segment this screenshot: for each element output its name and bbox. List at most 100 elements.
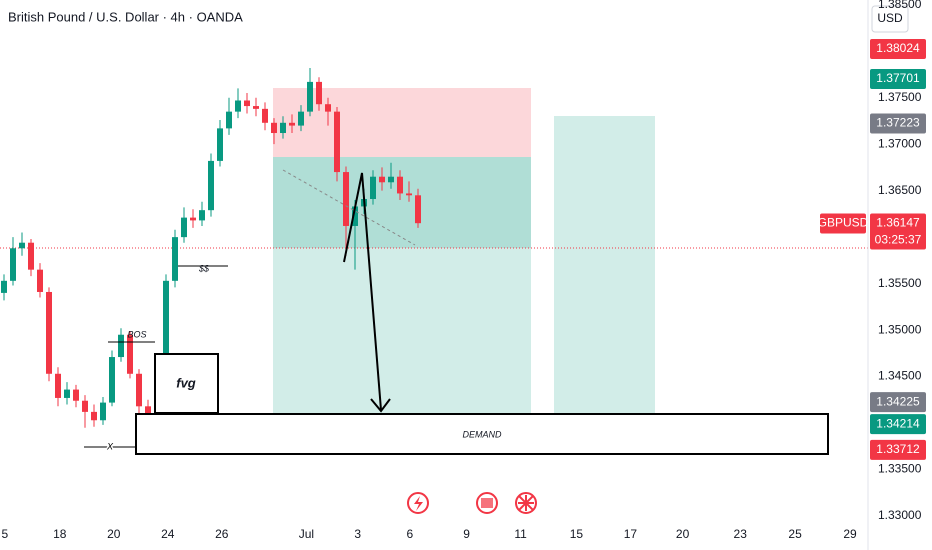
bos-label: BOS [127,329,146,339]
price-badge-label: 1.37701 [876,71,920,85]
candle-body [208,160,214,211]
symbol-badge [820,213,866,234]
target-zone [273,248,531,413]
candle-body [10,248,16,281]
candle-body [100,402,106,421]
candle-body [334,111,340,173]
trend-line [282,169,416,246]
event-icons[interactable] [407,492,537,514]
x-tick-label: 11 [514,527,527,541]
candle-body [163,280,169,374]
countdown-label: 03:25:37 [875,233,922,247]
candle-body [325,104,331,112]
candle-body [307,81,313,112]
price-badge [870,113,926,134]
candle-body [289,122,295,126]
candle-body [28,242,34,270]
projection-arrow [343,172,382,411]
candle-body [64,389,70,398]
y-tick-label: 1.37500 [878,90,922,104]
x-tick-label: 9 [463,527,470,541]
event-glyph [414,496,423,511]
y-tick-label: 1.35000 [878,322,922,336]
candle-body [253,106,259,109]
y-tick-label: 1.33000 [878,508,922,522]
candle-body [370,176,376,200]
currency-label[interactable]: USD [877,11,903,25]
x-tick-label: Jul [299,527,314,541]
x-tick-label: 24 [161,527,175,541]
candle-body [343,172,349,226]
fvg-label: fvg [176,375,196,390]
candle-body [91,411,97,421]
candle-body [1,280,7,293]
candle-body [397,176,403,194]
price-badge [870,439,926,460]
event-glyph [518,495,534,511]
last-price-badge [870,213,926,250]
y-tick-label: 1.38500 [878,0,922,11]
candle-body [46,291,52,374]
y-tick-label: 1.37000 [878,136,922,150]
candle-body [298,111,304,126]
candle-body [352,206,358,226]
profit-zone [273,157,531,248]
candle-body [415,195,421,224]
x-tick-label: 6 [407,527,414,541]
candle-body [73,389,79,401]
y-tick-label: 1.34500 [878,369,922,383]
price-badge-label: 1.38024 [876,41,920,55]
candle-body [226,111,232,129]
candle-body [271,122,277,134]
candle-body [118,334,124,358]
x-tick-label: 25 [788,527,802,541]
price-badge-label: 1.34214 [876,416,920,430]
price-badge [870,38,926,59]
candle-body [136,373,142,407]
arrow-head [370,398,391,413]
symbol-title: British Pound / U.S. Dollar · 4h · OANDA [8,9,243,24]
sweep-label: X [106,441,114,451]
candle-body [262,108,268,123]
price-badge [870,392,926,413]
candle-body [316,81,322,105]
position-box [554,116,655,413]
candle-body [217,128,223,161]
x-tick-label: 26 [215,527,229,541]
candle-body [172,237,178,281]
x-tick-label: 20 [107,527,121,541]
x-tick-label: 3 [354,527,361,541]
x-tick-label: 15 [570,527,584,541]
price-badge-label: 1.33712 [876,442,920,456]
event-glyph [481,498,493,508]
currency-button[interactable] [871,5,909,33]
liquidity-label: $$ [198,263,210,273]
x-tick-label: 23 [734,527,748,541]
candle-body [82,400,88,412]
price-badge [870,414,926,435]
candle-body [199,210,205,221]
candle-body [235,100,241,112]
candle-body [55,373,61,398]
y-tick-label: 1.33500 [878,462,922,476]
price-badge [870,69,926,90]
candle-body [181,217,187,238]
x-tick-label: 18 [53,527,67,541]
last-price-label: 1.36147 [876,216,920,230]
x-tick-label: 5 [2,527,9,541]
candle-body [388,176,394,183]
x-tick-label: 29 [843,527,857,541]
candle-body [244,100,250,107]
x-tick-label: 20 [676,527,690,541]
fvg-box [154,353,219,414]
candle-body [406,193,412,196]
x-tick-label: 17 [624,527,638,541]
price-badge-label: 1.34225 [876,394,920,408]
candle-body [37,269,43,292]
y-tick-label: 1.36500 [878,183,922,197]
candle-body [190,217,196,221]
symbol-label: GBPUSD [818,216,869,230]
candle-body [109,357,115,403]
y-tick-label: 1.35500 [878,276,922,290]
